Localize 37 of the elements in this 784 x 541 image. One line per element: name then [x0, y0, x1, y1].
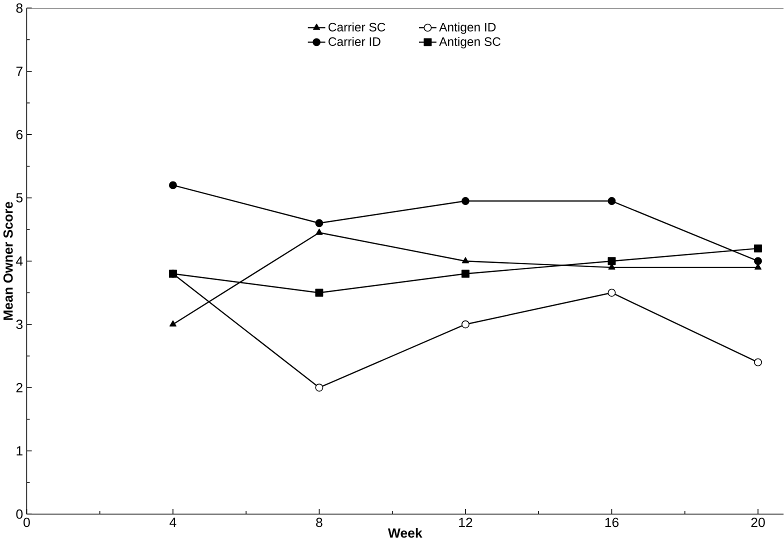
legend-label: Antigen SC [439, 36, 501, 48]
point [608, 196, 616, 205]
point [754, 244, 762, 252]
y-tick-label: 5 [16, 193, 23, 202]
y-tick-label: 2 [16, 382, 22, 392]
point [315, 219, 324, 228]
point [462, 196, 470, 205]
x-tick-label: 0 [24, 518, 30, 528]
y-tick-label: 7 [16, 66, 22, 76]
y-tick-label: 8 [16, 3, 23, 13]
x-tick-label: 8 [316, 518, 322, 528]
x-tick-label: 12 [459, 518, 472, 527]
point [462, 257, 469, 264]
legend-label: Carrier ID [328, 36, 380, 46]
y-tick-label: 3 [16, 320, 23, 329]
point [315, 384, 324, 392]
y-axis-title: Mean Owner Score [3, 202, 13, 320]
point [169, 320, 176, 326]
x-axis-title: Week [388, 528, 422, 538]
point [168, 181, 177, 190]
point [315, 288, 324, 297]
x-tick-label: 20 [751, 518, 765, 528]
point [462, 320, 470, 328]
point [754, 358, 762, 366]
point [608, 257, 616, 266]
y-tick-label: 1 [16, 446, 22, 456]
legend-label: Carrier SC [328, 22, 386, 32]
x-tick-label: 4 [170, 518, 176, 527]
point [316, 228, 323, 235]
y-tick-label: 6 [16, 130, 23, 140]
x-tick-label: 16 [605, 518, 619, 528]
y-tick-label: 4 [16, 256, 23, 266]
y-tick-label: 0 [16, 509, 23, 519]
point [754, 257, 762, 266]
point [462, 270, 470, 278]
legend-label: Antigen ID [439, 22, 496, 34]
point [608, 288, 616, 297]
